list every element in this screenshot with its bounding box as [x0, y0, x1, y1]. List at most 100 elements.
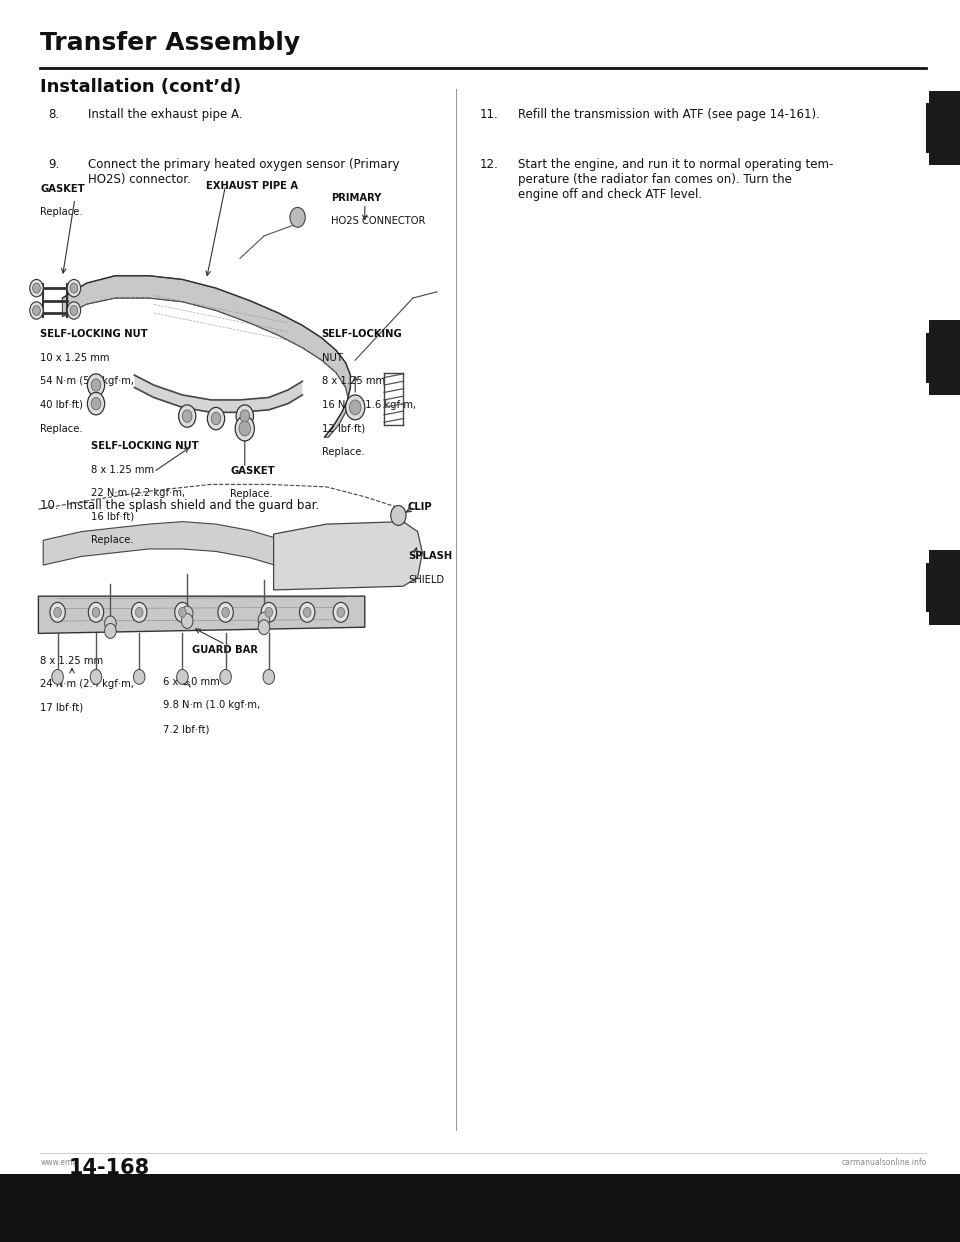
Text: 16 lbf·ft): 16 lbf·ft) [91, 512, 134, 522]
Text: SHIELD: SHIELD [408, 575, 444, 585]
Polygon shape [134, 375, 302, 412]
Circle shape [290, 207, 305, 227]
Polygon shape [274, 522, 422, 590]
Circle shape [235, 416, 254, 441]
Text: CLIP: CLIP [408, 502, 433, 512]
Text: NUT: NUT [322, 353, 343, 363]
Circle shape [181, 606, 193, 621]
Circle shape [240, 410, 250, 422]
Circle shape [265, 607, 273, 617]
Circle shape [50, 602, 65, 622]
Circle shape [177, 669, 188, 684]
Text: 6 x 1.0 mm: 6 x 1.0 mm [163, 677, 220, 687]
Circle shape [88, 602, 104, 622]
Text: 40 lbf·ft): 40 lbf·ft) [40, 400, 84, 410]
Text: Replace.: Replace. [322, 447, 364, 457]
Circle shape [33, 306, 40, 315]
Text: 8 x 1.25 mm: 8 x 1.25 mm [40, 656, 104, 666]
Text: 10.  Install the splash shield and the guard bar.: 10. Install the splash shield and the gu… [40, 499, 320, 512]
Circle shape [91, 397, 101, 410]
Circle shape [346, 395, 365, 420]
Text: Installation (cont’d): Installation (cont’d) [40, 78, 242, 96]
Text: 9.: 9. [48, 158, 60, 170]
Circle shape [337, 607, 345, 617]
Bar [0, 1174, 960, 1242]
Text: SPLASH: SPLASH [408, 551, 452, 561]
Text: 9.8 N·m (1.0 kgf·m,: 9.8 N·m (1.0 kgf·m, [163, 700, 260, 710]
Circle shape [207, 407, 225, 430]
Bar [926, 333, 934, 383]
Circle shape [105, 616, 116, 631]
Text: EXHAUST PIPE A: EXHAUST PIPE A [206, 181, 299, 191]
Text: Start the engine, and run it to normal operating tem-
perature (the radiator fan: Start the engine, and run it to normal o… [518, 158, 834, 201]
Text: 8 x 1.25 mm: 8 x 1.25 mm [322, 376, 385, 386]
Text: Refill the transmission with ATF (see page 14-161).: Refill the transmission with ATF (see pa… [518, 108, 820, 120]
Circle shape [30, 279, 43, 297]
Circle shape [30, 302, 43, 319]
Text: 54 N·m (5.5 kgf·m,: 54 N·m (5.5 kgf·m, [40, 376, 134, 386]
Bar [929, 91, 960, 165]
Text: GASKET: GASKET [230, 466, 275, 476]
Text: PRIMARY: PRIMARY [331, 193, 381, 202]
Circle shape [67, 279, 81, 297]
Text: Replace.: Replace. [40, 424, 83, 433]
Circle shape [220, 669, 231, 684]
Circle shape [33, 283, 40, 293]
Text: GASKET: GASKET [40, 184, 84, 194]
Circle shape [91, 379, 101, 391]
Circle shape [261, 602, 276, 622]
Text: 16 N·m (1.6 kgf·m,: 16 N·m (1.6 kgf·m, [322, 400, 416, 410]
Circle shape [211, 412, 221, 425]
Circle shape [87, 392, 105, 415]
Text: 8 x 1.25 mm: 8 x 1.25 mm [91, 465, 155, 474]
Polygon shape [38, 596, 365, 633]
Circle shape [67, 302, 81, 319]
Circle shape [175, 602, 190, 622]
Circle shape [92, 607, 100, 617]
Text: GUARD BAR: GUARD BAR [192, 645, 258, 655]
Text: Replace.: Replace. [40, 207, 83, 217]
Text: 12 lbf·ft): 12 lbf·ft) [322, 424, 365, 433]
Circle shape [133, 669, 145, 684]
Polygon shape [43, 522, 326, 587]
Text: Connect the primary heated oxygen sensor (Primary
HO2S) connector.: Connect the primary heated oxygen sensor… [88, 158, 399, 186]
Text: www.ema: www.ema [40, 1158, 78, 1166]
Text: 11.: 11. [480, 108, 499, 120]
Text: Install the exhaust pipe A.: Install the exhaust pipe A. [88, 108, 243, 120]
Text: 12.: 12. [480, 158, 499, 170]
Circle shape [179, 405, 196, 427]
Text: SELF-LOCKING NUT: SELF-LOCKING NUT [40, 329, 148, 339]
Circle shape [135, 607, 143, 617]
Text: HO2S CONNECTOR: HO2S CONNECTOR [331, 216, 425, 226]
Text: 22 N·m (2.2 kgf·m,: 22 N·m (2.2 kgf·m, [91, 488, 185, 498]
Bar [929, 320, 960, 395]
Circle shape [349, 400, 361, 415]
Bar [926, 103, 934, 153]
Bar [929, 550, 960, 625]
Circle shape [182, 410, 192, 422]
Circle shape [54, 607, 61, 617]
Text: SELF-LOCKING NUT: SELF-LOCKING NUT [91, 441, 199, 451]
Circle shape [333, 602, 348, 622]
Text: Replace.: Replace. [91, 535, 133, 545]
Circle shape [258, 612, 270, 627]
Circle shape [258, 620, 270, 635]
Bar [926, 563, 934, 612]
Text: 14-168: 14-168 [69, 1158, 151, 1177]
Circle shape [52, 669, 63, 684]
Circle shape [300, 602, 315, 622]
Text: 7.2 lbf·ft): 7.2 lbf·ft) [163, 724, 209, 734]
Circle shape [70, 283, 78, 293]
Text: 17 lbf·ft): 17 lbf·ft) [40, 703, 84, 713]
Circle shape [218, 602, 233, 622]
Circle shape [105, 623, 116, 638]
Circle shape [222, 607, 229, 617]
Circle shape [303, 607, 311, 617]
Polygon shape [62, 276, 350, 437]
Circle shape [181, 614, 193, 628]
Circle shape [239, 421, 251, 436]
Circle shape [236, 405, 253, 427]
Circle shape [90, 669, 102, 684]
Circle shape [391, 505, 406, 525]
Circle shape [263, 669, 275, 684]
